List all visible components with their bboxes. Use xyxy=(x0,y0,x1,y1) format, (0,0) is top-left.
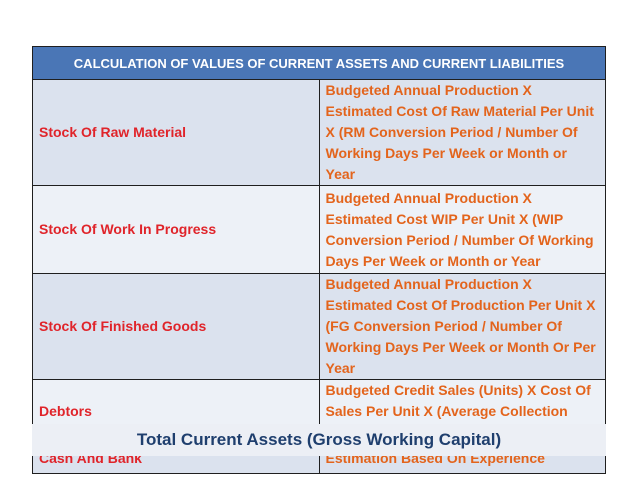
row-label: Stock Of Raw Material xyxy=(32,79,320,186)
row-label: Stock Of Work In Progress xyxy=(32,185,320,274)
table-row-raw-material: Stock Of Raw Material Budgeted Annual Pr… xyxy=(32,79,606,186)
table-header: CALCULATION OF VALUES OF CURRENT ASSETS … xyxy=(32,46,606,80)
total-current-assets-caption: Total Current Assets (Gross Working Capi… xyxy=(32,424,606,456)
row-formula: Budgeted Annual Production X Estimated C… xyxy=(318,185,606,274)
table-row-work-in-progress: Stock Of Work In Progress Budgeted Annua… xyxy=(32,185,606,274)
row-label: Stock Of Finished Goods xyxy=(32,273,320,380)
current-assets-table: CALCULATION OF VALUES OF CURRENT ASSETS … xyxy=(32,46,606,474)
row-formula: Budgeted Annual Production X Estimated C… xyxy=(318,273,606,380)
row-formula: Budgeted Annual Production X Estimated C… xyxy=(318,79,606,186)
table-row-finished-goods: Stock Of Finished Goods Budgeted Annual … xyxy=(32,273,606,380)
